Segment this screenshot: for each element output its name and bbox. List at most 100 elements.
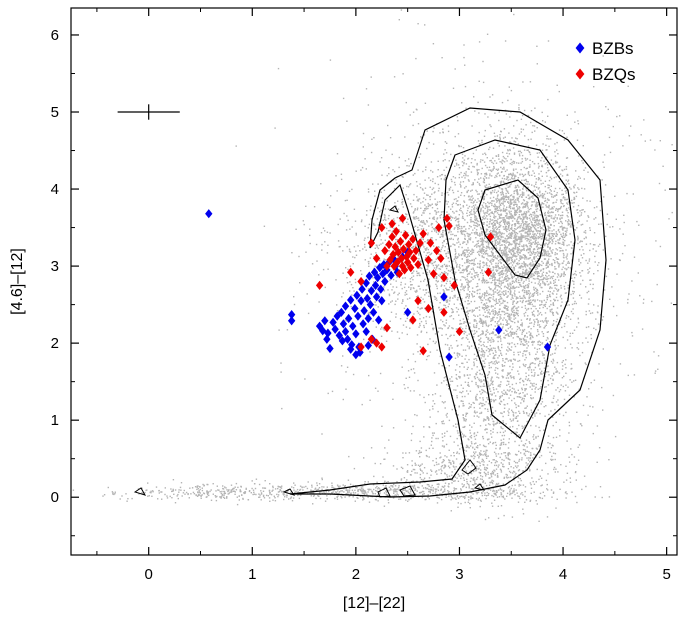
- background-source-point: [458, 452, 460, 455]
- background-source-point: [497, 218, 499, 220]
- background-source-point: [466, 334, 468, 337]
- background-source-point: [480, 340, 482, 343]
- background-source-point: [444, 193, 446, 195]
- background-source-point: [517, 216, 520, 218]
- background-source-point: [515, 236, 517, 239]
- background-source-point: [491, 240, 494, 243]
- background-source-point: [501, 391, 503, 393]
- background-source-point: [545, 171, 548, 174]
- background-source-point: [497, 226, 500, 228]
- background-source-point: [504, 145, 506, 147]
- background-source-point: [478, 416, 480, 418]
- background-source-point: [519, 252, 521, 254]
- background-source-point: [540, 159, 542, 162]
- background-source-point: [541, 233, 543, 235]
- background-source-point: [506, 152, 508, 154]
- background-source-point: [536, 329, 539, 331]
- background-source-point: [581, 351, 584, 354]
- background-source-point: [471, 251, 473, 253]
- background-source-point: [542, 249, 544, 251]
- background-source-point: [540, 170, 542, 173]
- background-source-point: [462, 496, 464, 498]
- background-source-point: [512, 254, 515, 256]
- background-source-point: [527, 379, 529, 382]
- background-source-point: [497, 314, 499, 316]
- background-source-point: [475, 229, 478, 231]
- background-source-point: [513, 204, 515, 206]
- background-source-point: [551, 311, 553, 313]
- background-source-point: [536, 318, 538, 320]
- background-source-point: [534, 189, 536, 191]
- background-source-point: [511, 296, 513, 298]
- background-source-point: [559, 250, 561, 252]
- background-source-point: [527, 171, 530, 173]
- background-source-point: [491, 249, 494, 251]
- background-source-point: [538, 348, 541, 350]
- background-source-point: [466, 240, 469, 242]
- background-source-point: [503, 264, 505, 266]
- background-source-point: [432, 408, 434, 410]
- background-source-point: [516, 184, 519, 187]
- background-source-point: [528, 235, 530, 237]
- background-source-point: [508, 408, 510, 410]
- background-source-point: [432, 327, 434, 330]
- background-source-point: [542, 268, 545, 270]
- background-source-point: [492, 267, 495, 269]
- background-source-point: [488, 186, 490, 188]
- background-source-point: [511, 280, 514, 283]
- background-source-point: [498, 231, 500, 233]
- background-source-point: [518, 424, 520, 427]
- background-source-point: [410, 321, 412, 324]
- background-source-point: [557, 241, 559, 244]
- background-source-point: [481, 192, 484, 194]
- background-source-point: [522, 229, 525, 232]
- background-source-point: [495, 174, 497, 177]
- background-source-point: [525, 196, 527, 198]
- background-source-point: [534, 388, 536, 390]
- background-source-point: [543, 254, 546, 257]
- background-source-point: [495, 311, 497, 313]
- background-source-point: [526, 158, 529, 160]
- background-source-point: [547, 338, 549, 340]
- background-source-point: [525, 300, 528, 302]
- background-source-point: [457, 237, 459, 240]
- background-source-point: [481, 216, 484, 218]
- background-source-point: [533, 289, 536, 291]
- background-source-point: [565, 411, 567, 414]
- background-source-point: [460, 488, 462, 490]
- background-source-point: [490, 247, 493, 249]
- background-source-point: [475, 395, 477, 397]
- background-source-point: [509, 292, 511, 294]
- background-source-point: [483, 135, 486, 137]
- background-source-point: [459, 463, 461, 465]
- background-source-point: [499, 422, 501, 424]
- background-source-point: [429, 284, 431, 287]
- background-source-point: [476, 243, 478, 245]
- background-source-point: [510, 141, 512, 144]
- background-source-point: [539, 307, 541, 309]
- background-source-point: [474, 218, 476, 220]
- background-source-point: [425, 449, 427, 452]
- background-source-point: [551, 401, 553, 404]
- background-source-point: [466, 444, 468, 447]
- background-source-point: [461, 265, 464, 267]
- background-source-point: [555, 421, 557, 423]
- background-source-point: [530, 110, 533, 112]
- background-source-point: [492, 331, 494, 333]
- background-source-point: [523, 227, 525, 229]
- background-source-point: [430, 253, 432, 255]
- background-source-point: [509, 237, 511, 239]
- background-source-point: [463, 233, 466, 236]
- background-source-point: [482, 420, 485, 422]
- background-source-point: [476, 355, 478, 357]
- background-source-point: [551, 287, 553, 289]
- background-source-point: [546, 175, 548, 177]
- background-source-point: [511, 275, 513, 278]
- background-source-point: [611, 286, 613, 288]
- background-source-point: [503, 247, 506, 249]
- background-source-point: [462, 414, 464, 416]
- background-source-point: [519, 258, 522, 260]
- background-source-point: [497, 194, 499, 196]
- background-source-point: [516, 209, 519, 211]
- background-source-point: [544, 243, 546, 246]
